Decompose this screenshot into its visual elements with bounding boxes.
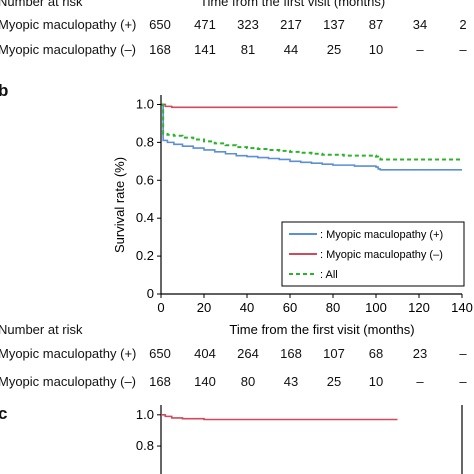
risk-value: 217 [280, 17, 302, 32]
top-risk-time-label: Time from the first visit (months) [200, 0, 386, 9]
chart-legend: : Myopic maculopathy (+) : Myopic maculop… [281, 221, 465, 287]
x-tick-label: 0 [157, 300, 164, 315]
risk-value: 168 [149, 374, 171, 389]
y-axis-label: Survival rate (%) [112, 157, 127, 253]
risk-value: 44 [283, 42, 299, 57]
x-tick-label: 40 [240, 300, 254, 315]
legend-entry: : Myopic maculopathy (+) [320, 229, 443, 241]
risk-value: 23 [412, 346, 428, 361]
risk-value: 168 [280, 346, 302, 361]
y-tick-label-c: 0.8 [136, 438, 154, 453]
risk-value: 264 [237, 346, 259, 361]
risk-value: 87 [368, 17, 384, 32]
risk-row-label: Myopic maculopathy (+) [0, 346, 137, 361]
series-line-maculopathy-positive [161, 103, 462, 171]
risk-value: 80 [240, 374, 256, 389]
risk-value: 168 [149, 42, 171, 57]
y-tick-label: 0.4 [136, 210, 154, 225]
risk-value: 141 [194, 42, 216, 57]
y-tick-label: 1.0 [136, 96, 154, 111]
risk-value: 25 [326, 42, 342, 57]
risk-value: 140 [194, 374, 216, 389]
risk-value: 650 [149, 17, 171, 32]
risk-value: 471 [194, 17, 216, 32]
panel-letter-b: b [0, 81, 9, 100]
x-tick-label: 20 [197, 300, 211, 315]
series-line-all [161, 103, 462, 161]
risk-value: – [459, 374, 467, 389]
top-risk-header: Number at risk [0, 0, 83, 9]
risk-value: – [459, 346, 467, 361]
risk-value: 68 [368, 346, 384, 361]
risk-value: 323 [237, 17, 259, 32]
risk-value: 404 [194, 346, 216, 361]
risk-value: 25 [326, 374, 342, 389]
risk-table-header: Number at risk [0, 322, 83, 337]
series-line-c-negative [161, 414, 398, 421]
risk-value: – [416, 42, 424, 57]
x-tick-label: 60 [283, 300, 297, 315]
risk-value: 107 [323, 346, 345, 361]
risk-value: – [416, 374, 424, 389]
risk-value: – [459, 42, 467, 57]
legend-entry: : Myopic maculopathy (–) [320, 249, 443, 261]
risk-value: 34 [412, 17, 428, 32]
risk-value: 43 [283, 374, 299, 389]
risk-row-label: Myopic maculopathy (–) [0, 374, 136, 389]
legend-entry: : All [320, 269, 338, 281]
x-tick-label: 100 [365, 300, 387, 315]
x-tick-label: 120 [408, 300, 430, 315]
y-tick-label: 0.8 [136, 134, 154, 149]
risk-value: 10 [368, 374, 384, 389]
risk-value: 650 [149, 346, 171, 361]
top-risk-row-label: Myopic maculopathy (+) [0, 17, 137, 32]
series-line-maculopathy-negative [161, 103, 398, 109]
risk-value: 81 [240, 42, 256, 57]
x-axis-label: Time from the first visit (months) [229, 322, 414, 337]
y-tick-label: 0 [147, 286, 154, 301]
risk-value: 2 [459, 17, 467, 32]
y-tick-label: 0.6 [136, 172, 154, 187]
risk-value: 137 [323, 17, 345, 32]
risk-value: 10 [368, 42, 384, 57]
panel-letter-c: c [0, 404, 8, 423]
top-risk-row-label: Myopic maculopathy (–) [0, 42, 136, 57]
x-tick-label: 140 [451, 300, 473, 315]
x-tick-label: 80 [326, 300, 340, 315]
y-tick-label-c: 1.0 [136, 407, 154, 422]
y-tick-label: 0.2 [136, 248, 154, 263]
